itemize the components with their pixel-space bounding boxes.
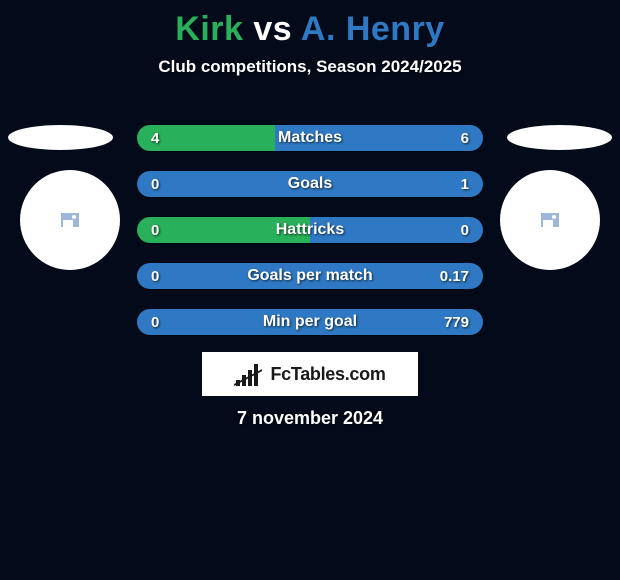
bar-value-left: 0	[137, 217, 173, 243]
bar-value-left: 0	[137, 171, 173, 197]
page-title: Kirk vs A. Henry	[0, 0, 620, 49]
player-right-avatar	[500, 170, 600, 270]
bar-value-left: 4	[137, 125, 173, 151]
bar-row: 00Hattricks	[137, 217, 483, 243]
bar-row: 0779Min per goal	[137, 309, 483, 335]
subtitle: Club competitions, Season 2024/2025	[0, 57, 620, 77]
bar-row: 00.17Goals per match	[137, 263, 483, 289]
bar-value-right: 0.17	[426, 263, 483, 289]
decor-ellipse-left	[8, 125, 113, 150]
bar-row: 01Goals	[137, 171, 483, 197]
decor-ellipse-right	[507, 125, 612, 150]
bar-value-right: 6	[447, 125, 483, 151]
bar-value-left: 0	[137, 263, 173, 289]
brand-text: FcTables.com	[270, 364, 385, 385]
bar-value-right: 1	[447, 171, 483, 197]
bar-segment-right	[137, 171, 483, 197]
vs-word: vs	[253, 10, 292, 48]
bar-value-right: 779	[430, 309, 483, 335]
player-left-name: Kirk	[175, 10, 243, 48]
player-right-name: A. Henry	[301, 10, 445, 48]
player-left-avatar	[20, 170, 120, 270]
bar-value-right: 0	[447, 217, 483, 243]
bar-value-left: 0	[137, 309, 173, 335]
avatar-placeholder-icon	[541, 213, 559, 227]
brand-box: FcTables.com	[202, 352, 418, 396]
comparison-bars: 46Matches01Goals00Hattricks00.17Goals pe…	[137, 125, 483, 355]
bar-row: 46Matches	[137, 125, 483, 151]
date-label: 7 november 2024	[0, 408, 620, 429]
avatar-placeholder-icon	[61, 213, 79, 227]
bar-chart-icon	[234, 362, 264, 386]
